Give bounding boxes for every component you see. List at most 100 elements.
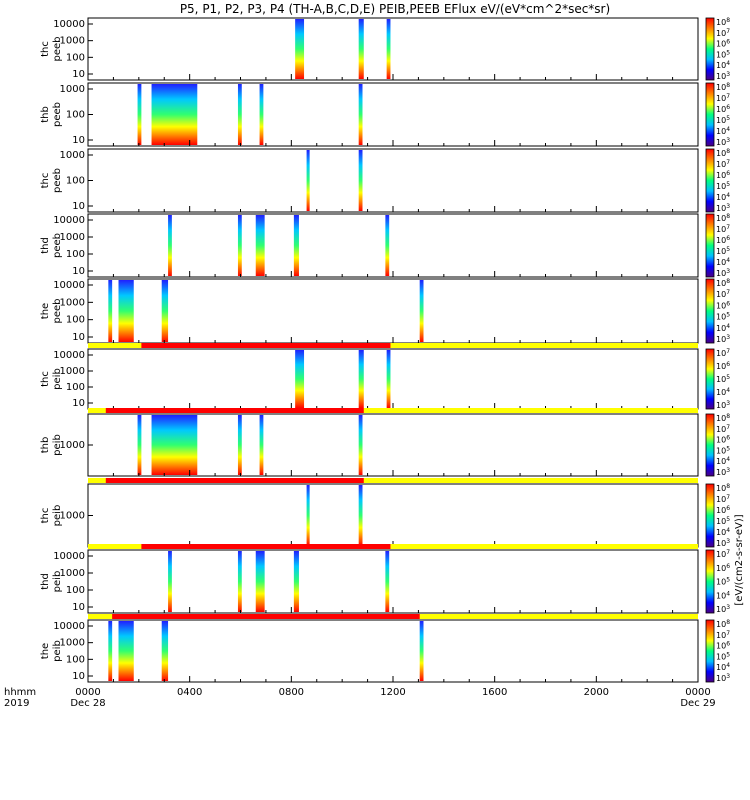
colorbar-tick-label: 108 bbox=[716, 483, 730, 493]
colorbar-tick-label: 108 bbox=[716, 148, 730, 158]
spectrogram-burst bbox=[151, 415, 198, 475]
colorbar-tick-label: 106 bbox=[716, 563, 730, 573]
y-tick-label: 10 bbox=[72, 671, 85, 682]
colorbar-tick-label: 103 bbox=[716, 137, 730, 147]
colorbar bbox=[705, 619, 715, 683]
y-tick-label: 10000 bbox=[53, 19, 85, 30]
colorbar-tick-label: 104 bbox=[716, 527, 730, 537]
colorbar bbox=[705, 17, 715, 81]
colorbar-tick-label: 103 bbox=[716, 538, 730, 548]
colorbar-tick-label: 106 bbox=[716, 300, 730, 310]
mode-bar-slow bbox=[88, 343, 698, 348]
y-tick-label: 10000 bbox=[53, 350, 85, 361]
colorbar-tick-label: 105 bbox=[716, 577, 730, 587]
colorbar-tick-label: 108 bbox=[716, 278, 730, 288]
colorbar-tick-label: 104 bbox=[716, 323, 730, 333]
spectrogram-burst bbox=[255, 551, 265, 612]
colorbar bbox=[705, 483, 715, 548]
x-tick-label: 2000 bbox=[584, 687, 609, 698]
colorbar-tick-label: 105 bbox=[716, 516, 730, 526]
colorbar-tick-label: 105 bbox=[716, 651, 730, 661]
spectrogram-burst bbox=[358, 415, 363, 475]
colorbar-tick-label: 103 bbox=[716, 604, 730, 614]
figure-title: P5, P1, P2, P3, P4 (TH-A,B,C,D,E) PEIB,P… bbox=[180, 2, 610, 16]
y-tick-label: 1000 bbox=[60, 297, 85, 308]
colorbar bbox=[705, 213, 715, 278]
colorbar-tick-label: 107 bbox=[716, 348, 730, 358]
y-tick-label: 100 bbox=[66, 654, 85, 665]
spectrogram-burst bbox=[293, 215, 299, 276]
y-tick-label: 10 bbox=[72, 201, 85, 212]
colorbar-tick-label: 107 bbox=[716, 93, 730, 103]
mode-bar-slow bbox=[88, 408, 698, 413]
spectrogram-burst bbox=[358, 84, 363, 145]
y-tick-label: 100 bbox=[66, 585, 85, 596]
colorbar-tick-label: 105 bbox=[716, 312, 730, 322]
panel-frame bbox=[87, 549, 699, 614]
colorbar-label: [eV/(cm2-s-sr-eV)] bbox=[734, 514, 745, 605]
spectrogram-burst bbox=[386, 19, 391, 79]
y-tick-label: 1000 bbox=[60, 568, 85, 579]
colorbar-tick-label: 106 bbox=[716, 361, 730, 371]
colorbar-tick-label: 105 bbox=[716, 49, 730, 59]
spectrogram-burst bbox=[306, 485, 310, 546]
colorbar-tick-label: 107 bbox=[716, 549, 730, 559]
mode-bar-slow bbox=[88, 478, 698, 483]
colorbar-tick-label: 108 bbox=[716, 213, 730, 223]
x-tick-label: 0000 bbox=[685, 687, 710, 698]
y-tick-label: 10 bbox=[72, 332, 85, 343]
spectrogram-burst bbox=[293, 551, 299, 612]
date-start-label: Dec 28 bbox=[70, 698, 105, 709]
y-tick-label: 10000 bbox=[53, 280, 85, 291]
spectrogram-burst bbox=[108, 621, 113, 681]
spectrogram-burst bbox=[137, 84, 142, 145]
panel-label: thepeeb bbox=[40, 299, 63, 324]
panel-frame bbox=[87, 619, 699, 683]
mode-bar-fast bbox=[105, 478, 364, 483]
colorbar-tick-label: 104 bbox=[716, 60, 730, 70]
panel-label: thdpeeb bbox=[40, 233, 63, 258]
y-tick-label: 10 bbox=[72, 398, 85, 409]
panel-frame bbox=[87, 348, 699, 410]
colorbar-tick-label: 103 bbox=[716, 467, 730, 477]
colorbar-tick-label: 106 bbox=[716, 170, 730, 180]
spectrogram-burst bbox=[386, 350, 391, 408]
spectrogram-burst bbox=[259, 84, 264, 145]
y-tick-label: 10000 bbox=[53, 215, 85, 226]
hhmm-label: hhmm bbox=[4, 687, 36, 698]
panel-frame bbox=[87, 148, 699, 213]
spectrogram-burst bbox=[168, 215, 172, 276]
spectrogram-burst bbox=[161, 280, 169, 342]
y-tick-label: 1000 bbox=[60, 511, 85, 522]
spectrogram-burst bbox=[306, 150, 310, 211]
spectrogram-burst bbox=[108, 280, 113, 342]
spectrogram-burst bbox=[295, 350, 305, 408]
spectrogram-burst bbox=[137, 415, 142, 475]
panel-frame bbox=[87, 213, 699, 278]
x-tick-label: 0000 bbox=[75, 687, 100, 698]
colorbar-tick-label: 105 bbox=[716, 374, 730, 384]
spectrogram-burst bbox=[358, 350, 364, 408]
y-tick-label: 100 bbox=[66, 382, 85, 393]
y-tick-label: 1000 bbox=[60, 440, 85, 451]
y-tick-label: 1000 bbox=[60, 232, 85, 243]
y-tick-label: 1000 bbox=[60, 366, 85, 377]
spectrogram-burst bbox=[358, 150, 363, 211]
spectrogram-burst bbox=[151, 84, 198, 145]
date-end-label: Dec 29 bbox=[680, 698, 715, 709]
colorbar-tick-label: 104 bbox=[716, 590, 730, 600]
colorbar bbox=[705, 278, 715, 344]
y-tick-label: 100 bbox=[66, 176, 85, 187]
colorbar-tick-label: 106 bbox=[716, 235, 730, 245]
colorbar-tick-label: 103 bbox=[716, 71, 730, 81]
colorbar-tick-label: 105 bbox=[716, 445, 730, 455]
colorbar-tick-label: 104 bbox=[716, 456, 730, 466]
panel-label: thdpeib bbox=[40, 571, 63, 593]
spectrogram-burst bbox=[255, 215, 265, 276]
spectrogram-burst bbox=[385, 215, 390, 276]
y-tick-label: 1000 bbox=[60, 638, 85, 649]
